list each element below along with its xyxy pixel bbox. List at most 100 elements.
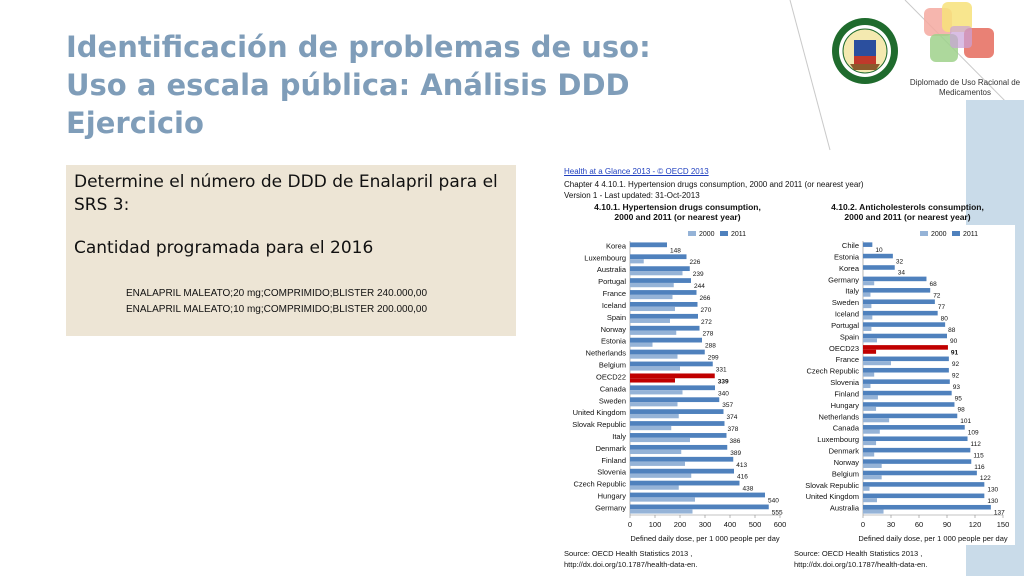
chart-2-bar-2011 (863, 299, 935, 305)
chart-2-bar-2000 (863, 406, 877, 411)
chart-2-source-line-2: http://dx.doi.org/10.1787/health-data-en… (794, 560, 928, 569)
chart-1-x-tick-label: 400 (724, 520, 737, 529)
chart-1-data-label: 299 (708, 355, 719, 362)
chart-2-bar-2000 (863, 315, 873, 320)
chart-1-data-label: 357 (722, 402, 733, 409)
chart-2-bar-2011 (863, 402, 955, 407)
chart-2-data-label: 109 (968, 430, 979, 437)
chart-1-category-label: Finland (601, 456, 626, 465)
chart-2-x-tick-label: 120 (969, 520, 982, 529)
chart-1-bar-2000 (630, 354, 678, 359)
chart-2-bar-2011 (863, 482, 985, 487)
chart-1-data-label: 278 (703, 331, 714, 338)
chart-1-bar-2000 (630, 366, 680, 371)
chart-1-category-label: Iceland (602, 301, 626, 310)
chart-1-category-label: Denmark (596, 444, 627, 453)
chart-1-category-label: France (603, 289, 626, 298)
chart-2-data-label: 34 (898, 270, 906, 277)
chart-1-bar-2011 (630, 433, 727, 438)
chart-2-category-label: Luxembourg (817, 435, 859, 444)
chart-2-data-label: 77 (938, 304, 946, 311)
exercise-box: Determine el número de DDD de Enalapril … (66, 165, 516, 336)
chart-1-bar-2011 (630, 242, 667, 248)
chart-2-data-label: 90 (950, 338, 958, 345)
chart-1-bar-2000 (630, 425, 672, 431)
chart-2-category-label: OECD23 (829, 344, 859, 353)
chart-1-data-label: 386 (730, 438, 741, 445)
chart-2-category-label: Italy (845, 287, 859, 296)
chart-1-category-label: Spain (607, 313, 626, 322)
chart-2-bar-2011 (863, 310, 938, 316)
chart-2-data-label: 93 (953, 384, 961, 391)
health-at-a-glance-link[interactable]: Health at a Glance 2013 - © OECD 2013 (564, 167, 709, 176)
chart-2-data-label: 92 (952, 372, 960, 379)
chart-2-bar-2011 (863, 493, 985, 499)
chart-2-data-label: 112 (971, 441, 982, 448)
chart-1-category-label: Hungary (598, 492, 627, 501)
chart-2-data-label: 10 (875, 247, 883, 254)
chart-1-bar-2000 (630, 330, 677, 335)
chart-2-bar-2000 (863, 281, 875, 286)
chart-1-bar-2011 (630, 421, 725, 426)
chart-1-bar-2000 (630, 318, 670, 323)
title-line-3: Ejercicio (66, 106, 204, 140)
chart-1-bar-2000 (630, 473, 692, 478)
chart-2-bar-2000 (863, 304, 872, 309)
chart-1-bar-2011 (630, 313, 698, 319)
chart-2-source: Source: OECD Health Statistics 2013 , ht… (794, 548, 927, 570)
chart-2-data-label: 122 (980, 475, 991, 482)
chart-2-bar-2000 (863, 383, 871, 389)
chart-1-source-line-1: Source: OECD Health Statistics 2013 , (564, 549, 693, 558)
chart-1-category-label: Belgium (599, 361, 626, 370)
chart-1-bar-2011 (630, 456, 734, 462)
chart-2-legend-2000-swatch (920, 231, 928, 236)
chart-2-bar-2000 (863, 361, 891, 366)
chart-1-bar-2011 (630, 409, 724, 414)
chart-1-bar-2011 (630, 361, 713, 367)
chart-1-data-label: 413 (736, 462, 747, 469)
chart-2-category-label: Netherlands (819, 412, 860, 421)
chart-2-legend-2011-swatch (952, 231, 960, 236)
chart-2-category-label: United Kingdom (806, 492, 859, 501)
chart-1-x-tick-label: 200 (674, 520, 687, 529)
chart-1-category-label: Italy (612, 432, 626, 441)
logo-caption: Diplomado de Uso Racional de Medicamento… (909, 78, 1021, 97)
enalapril-10mg-line: ENALAPRIL MALEATO;10 mg;COMPRIMIDO;BLIST… (126, 304, 428, 315)
chart-1-bar-2000 (630, 259, 644, 264)
chart-2-title-line-1: 4.10.2. Anticholesterols consumption, (831, 202, 984, 212)
chart-2-bar-2000 (863, 326, 872, 331)
chart-1-category-label: Luxembourg (584, 253, 626, 262)
chart-2-category-label: Hungary (831, 401, 860, 410)
chart-2-x-tick-label: 60 (915, 520, 923, 529)
title-line-1: Identificación de problemas de uso: (66, 30, 651, 64)
chart-2-legend-2011-label: 2011 (963, 231, 978, 238)
chart-1-data-label: 266 (700, 295, 711, 302)
diploma-program-logo (924, 2, 994, 62)
chart-1-bar-2000 (630, 390, 683, 395)
chart-2-category-label: Spain (840, 332, 859, 341)
chart-1-bar-2011 (630, 301, 698, 307)
exercise-subheading: Cantidad programada para el 2016 (74, 238, 374, 258)
chart-2-x-tick-label: 0 (861, 520, 865, 529)
chart-2-category-label: Belgium (832, 469, 859, 478)
chart-2-bar-2011 (863, 253, 893, 259)
chart-1-bar-2000 (630, 306, 675, 312)
chart-2-category-label: Norway (834, 458, 860, 467)
chart-1-bar-2000 (630, 413, 679, 419)
chart-1-bar-2011 (630, 397, 720, 403)
chart-2-bar-2011 (863, 413, 958, 419)
chart-1-x-tick-label: 600 (774, 520, 787, 529)
chart-2-bar-2000 (863, 463, 882, 468)
chart-2-data-label: 32 (896, 258, 904, 265)
chart-1-category-label: Norway (601, 325, 627, 334)
chart-2-x-tick-label: 150 (997, 520, 1010, 529)
chart-1-bar-2011 (630, 480, 740, 486)
chart-1-source-line-2: http://dx.doi.org/10.1787/health-data-en… (564, 560, 698, 569)
chart-2-category-label: Korea (839, 264, 860, 273)
chart-2-bar-2011 (863, 276, 927, 282)
chart-1-bar-2000 (630, 461, 685, 466)
university-seal-logo (832, 18, 898, 84)
chart-1-category-label: OECD22 (596, 372, 626, 381)
chart-2-bar-2011 (863, 504, 991, 510)
